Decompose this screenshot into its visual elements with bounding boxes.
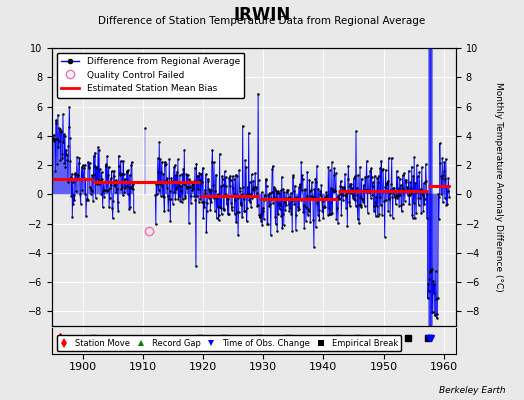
Legend: Difference from Regional Average, Quality Control Failed, Estimated Station Mean: Difference from Regional Average, Qualit… bbox=[57, 52, 245, 98]
Y-axis label: Monthly Temperature Anomaly Difference (°C): Monthly Temperature Anomaly Difference (… bbox=[494, 82, 503, 292]
Text: Difference of Station Temperature Data from Regional Average: Difference of Station Temperature Data f… bbox=[99, 16, 425, 26]
Legend: Station Move, Record Gap, Time of Obs. Change, Empirical Break: Station Move, Record Gap, Time of Obs. C… bbox=[57, 336, 401, 351]
Text: IRWIN: IRWIN bbox=[233, 6, 291, 24]
Text: Berkeley Earth: Berkeley Earth bbox=[439, 386, 506, 395]
